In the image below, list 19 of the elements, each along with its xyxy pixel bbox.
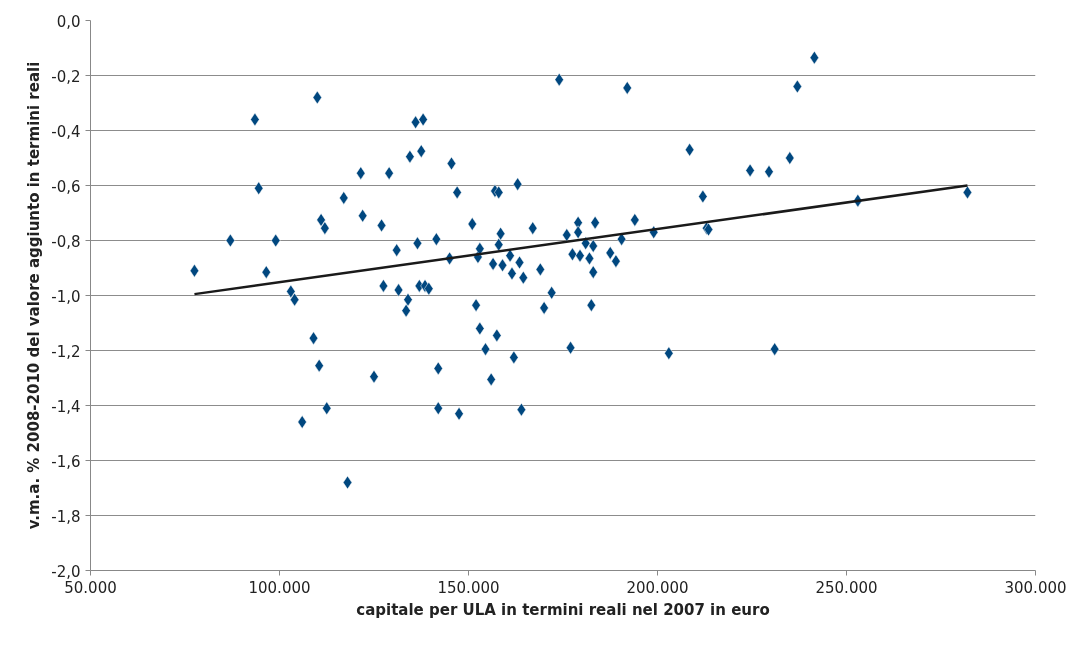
y-tick-label: -0,6 [51, 177, 81, 196]
x-tick-label: 100.000 [248, 578, 311, 597]
y-tick-label: 0,0 [56, 12, 81, 31]
y-tick-label: -0,2 [51, 67, 81, 86]
y-tick-label: -1,2 [51, 342, 81, 361]
y-tick-label: -1,6 [51, 452, 81, 471]
y-tick-label: -1,8 [51, 507, 81, 526]
y-tick-label: -0,8 [51, 232, 81, 251]
x-axis-title: capitale per ULA in termini reali nel 2007 in euro [356, 600, 770, 619]
x-tick-label: 200.000 [626, 578, 689, 597]
y-tick-label: -1,0 [51, 287, 81, 306]
x-tick-label: 150.000 [437, 578, 500, 597]
y-axis-title: v.m.a. % 2008-2010 del valore aggiunto in termini reali [25, 61, 44, 530]
y-tick-label: -1,4 [51, 397, 81, 416]
x-tick-label: 50.000 [64, 578, 117, 597]
x-tick-label: 300.000 [1004, 578, 1067, 597]
y-tick-label: -0,4 [51, 122, 81, 141]
x-tick-label: 250.000 [815, 578, 878, 597]
y-tick-label: -2,0 [51, 562, 81, 581]
